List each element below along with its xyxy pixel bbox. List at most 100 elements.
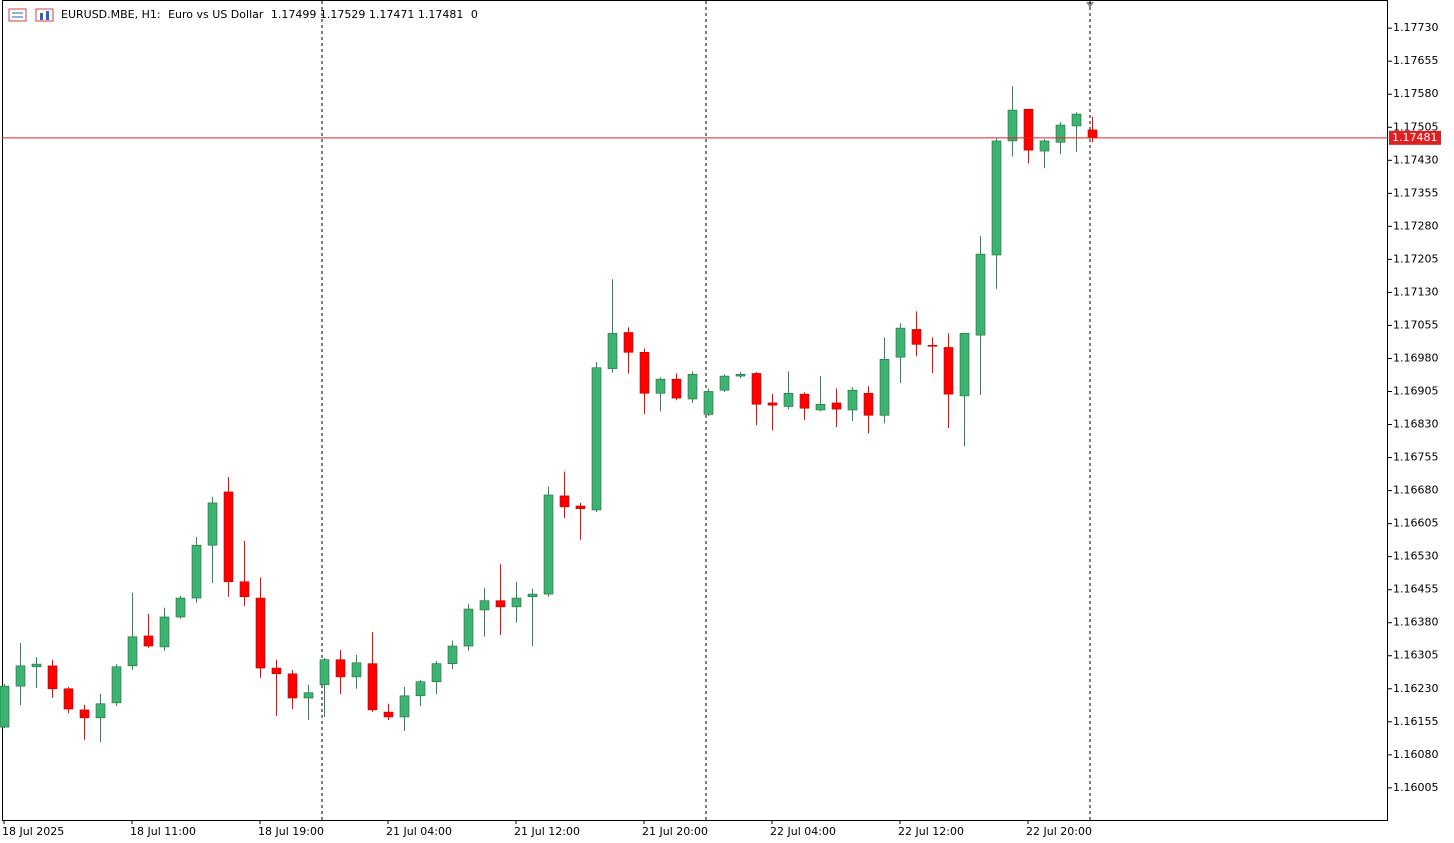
candle-body (415, 681, 426, 697)
candle-body (207, 502, 218, 546)
x-tick-label: 21 Jul 20:00 (642, 825, 708, 838)
y-tick-label: 1.16905 (1393, 385, 1439, 398)
y-tick-label: 1.17655 (1393, 54, 1439, 67)
candle-body (319, 659, 330, 686)
header-spread: 0 (471, 8, 478, 21)
candle-body (367, 663, 378, 711)
plot-frame (2, 0, 1388, 821)
candle-body (1007, 109, 1018, 142)
y-tick-label: 1.16605 (1393, 517, 1439, 530)
candle-body (687, 374, 698, 400)
candle-body (399, 695, 410, 718)
candle-body (79, 709, 90, 719)
y-tick-label: 1.16530 (1393, 550, 1439, 563)
candle-body (63, 688, 74, 710)
shift-marker (1086, 2, 1094, 8)
y-tick-label: 1.17055 (1393, 318, 1439, 331)
candle-body (271, 667, 282, 675)
x-tick-label: 18 Jul 11:00 (130, 825, 196, 838)
y-tick-label: 1.16755 (1393, 451, 1439, 464)
candle-body (0, 685, 10, 728)
y-tick-label: 1.17580 (1393, 87, 1439, 100)
candle-body (623, 332, 634, 353)
candle-body (959, 333, 970, 397)
candle-body (991, 140, 1002, 256)
y-tick-label: 1.17355 (1393, 186, 1439, 199)
header-high: 1.17529 (320, 8, 366, 21)
header-open: 1.17499 (271, 8, 317, 21)
candle-body (447, 645, 458, 664)
x-tick-label: 22 Jul 04:00 (770, 825, 836, 838)
x-tick-label: 18 Jul 2025 (2, 825, 64, 838)
y-tick-label: 1.16455 (1393, 583, 1439, 596)
x-tick-label: 21 Jul 12:00 (514, 825, 580, 838)
candle-body (543, 494, 554, 595)
candle-body (303, 692, 314, 699)
x-tick-label: 22 Jul 12:00 (898, 825, 964, 838)
candle-body (431, 663, 442, 683)
candle-body (191, 544, 202, 599)
candle-body (703, 391, 714, 415)
header-close: 1.17481 (418, 8, 464, 21)
candle-body (255, 597, 266, 669)
candle-body (799, 393, 810, 409)
candle-body (527, 593, 538, 598)
candle-body (287, 673, 298, 699)
candle-body (671, 378, 682, 399)
candle-body (1071, 113, 1082, 127)
candle-body (575, 505, 586, 509)
icon-chart (35, 8, 54, 22)
y-tick-label: 1.16155 (1393, 715, 1439, 728)
y-tick-label: 1.16380 (1393, 616, 1439, 629)
candle-body (783, 392, 794, 407)
candle-body (831, 402, 842, 410)
toolbar-icons (8, 8, 54, 22)
candle-body (127, 636, 138, 667)
y-tick-label: 1.16005 (1393, 781, 1439, 794)
candle-body (767, 402, 778, 406)
candle-body (511, 597, 522, 608)
candle-body (591, 367, 602, 511)
candle-body (95, 703, 106, 719)
candle-body (607, 333, 618, 369)
candle-body (239, 581, 250, 598)
candle-body (927, 344, 938, 347)
y-tick-label: 1.17505 (1393, 120, 1439, 133)
x-tick-label: 21 Jul 04:00 (386, 825, 452, 838)
candle-body (863, 392, 874, 416)
y-tick-label: 1.17730 (1393, 21, 1439, 34)
y-tick-label: 1.16305 (1393, 649, 1439, 662)
candle-body (351, 662, 362, 678)
y-tick-label: 1.17430 (1393, 153, 1439, 166)
candle-body (175, 597, 186, 618)
candle-body (943, 347, 954, 395)
candle-body (479, 600, 490, 611)
candle-body (815, 403, 826, 411)
candle-body (911, 329, 922, 345)
icon-bar (46, 11, 49, 20)
candle-body (159, 616, 170, 648)
last-price-box (1389, 130, 1441, 145)
candle-body (143, 635, 154, 647)
candle-body (495, 600, 506, 608)
y-tick-label: 1.16680 (1393, 484, 1439, 497)
x-tick-label: 18 Jul 19:00 (258, 825, 324, 838)
candle-body (751, 373, 762, 405)
last-price-label: 1.17481 (1392, 131, 1438, 144)
candle-body (1039, 140, 1050, 152)
candle-body (879, 359, 890, 416)
y-tick-label: 1.16080 (1393, 748, 1439, 761)
candle-body (1023, 108, 1034, 151)
candle-body (335, 659, 346, 678)
candle-body (1055, 124, 1066, 143)
candle-body (719, 375, 730, 391)
candle-body (15, 665, 26, 687)
candle-body (847, 389, 858, 411)
candle-body (383, 711, 394, 718)
y-tick-label: 1.16830 (1393, 418, 1439, 431)
y-tick-label: 1.16980 (1393, 351, 1439, 364)
candle-body (895, 327, 906, 358)
candle-body (223, 491, 234, 583)
candle-body (31, 663, 42, 668)
